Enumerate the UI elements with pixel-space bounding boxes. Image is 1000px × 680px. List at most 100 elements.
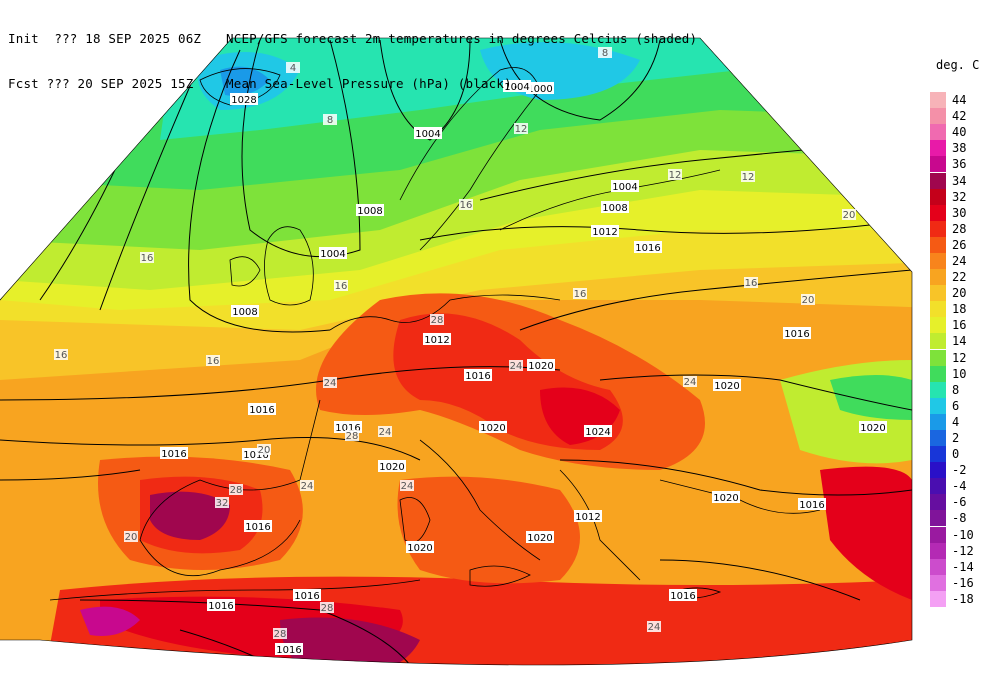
legend-item: 38 [930,140,990,157]
svg-text:24: 24 [301,481,314,492]
legend-item: 30 [930,204,990,221]
svg-text:16: 16 [335,281,348,292]
legend-label: 14 [952,334,967,349]
legend-item: 26 [930,236,990,253]
svg-text:8: 8 [327,115,333,126]
legend-item: 4 [930,413,990,430]
legend-item: -14 [930,558,990,575]
svg-text:1016: 1016 [245,522,270,533]
legend-swatch [930,172,946,189]
isobar-label: 1028 [230,93,258,106]
legend-swatch [930,542,946,559]
temperature-label: 16 [54,349,68,361]
svg-text:1012: 1012 [592,227,617,238]
map-frame [0,37,913,666]
temperature-label: 20 [842,209,856,221]
legend-label: -18 [952,591,974,606]
temperature-label: 32 [215,497,229,509]
init-time: Init ??? 18 SEP 2025 06Z [8,31,202,46]
temperature-label: 20 [257,444,271,456]
temperature-label: 16 [206,355,220,367]
temperature-label: 8 [323,114,337,126]
svg-text:1008: 1008 [357,206,382,217]
temperature-label: 16 [573,288,587,300]
legend-swatch [930,252,946,269]
isobar-label: 1016 [275,643,303,656]
isobar-label: 1004 [319,247,347,260]
legend-item: -18 [930,590,990,607]
svg-text:24: 24 [379,427,392,438]
svg-text:1016: 1016 [799,500,824,511]
svg-text:28: 28 [321,603,334,614]
legend-label: 18 [952,302,967,317]
temperature-label: 24 [300,480,314,492]
legend-label: 10 [952,366,967,381]
isobar-label: 1020 [713,379,741,392]
isobar-label: 1020 [527,359,555,372]
legend-label: -4 [952,479,967,494]
svg-text:1016: 1016 [276,645,301,656]
legend-label: 26 [952,237,967,252]
svg-text:24: 24 [510,361,523,372]
temperature-label: 28 [320,602,334,614]
isobar-label: 1016 [248,403,276,416]
legend-item: 14 [930,333,990,350]
svg-text:1016: 1016 [208,601,233,612]
svg-text:12: 12 [669,170,682,181]
temperature-label: 24 [683,376,697,388]
isobar-label: 1016 [669,589,697,602]
legend-swatch [930,333,946,350]
svg-text:1008: 1008 [232,307,257,318]
isobar-label: 1016 [207,599,235,612]
legend-swatch [930,381,946,398]
temperature-label: 20 [801,294,815,306]
legend-item: 22 [930,269,990,286]
legend-label: 36 [952,157,967,172]
isobar-label: 1012 [574,510,602,523]
legend-label: 32 [952,189,967,204]
legend-swatch [930,301,946,318]
svg-text:32: 32 [216,498,229,509]
svg-text:1016: 1016 [635,243,660,254]
svg-text:1020: 1020 [407,543,432,554]
svg-text:1008: 1008 [602,203,627,214]
svg-text:1016: 1016 [294,591,319,602]
legend-label: -10 [952,527,974,542]
svg-text:28: 28 [230,485,243,496]
legend-item: 0 [930,446,990,463]
svg-text:1004: 1004 [320,249,345,260]
isobar-label: 1024 [584,425,612,438]
legend-swatch [930,204,946,221]
isobar-label: 1004 [611,180,639,193]
legend-item: 18 [930,301,990,318]
legend-label: 22 [952,270,967,285]
isobar-label: 1020 [712,491,740,504]
svg-text:1028: 1028 [231,95,256,106]
legend-label: -2 [952,463,967,478]
legend-swatch [930,188,946,205]
svg-text:1016: 1016 [243,450,268,461]
svg-text:20: 20 [802,295,815,306]
legend-swatch [930,446,946,463]
svg-text:24: 24 [401,481,414,492]
legend-label: 2 [952,431,960,446]
legend-label: -8 [952,511,967,526]
svg-text:16: 16 [207,356,220,367]
temperature-label: 24 [400,480,414,492]
isobar-label: 1016 [160,447,188,460]
isobar-label: 1020 [479,421,507,434]
legend-item: 20 [930,285,990,302]
svg-text:8: 8 [602,48,608,59]
legend-swatch [930,124,946,141]
legend-item: 42 [930,108,990,125]
legend-label: 12 [952,350,967,365]
legend-swatch [930,590,946,607]
legend-swatch [930,317,946,334]
legend-item: 36 [930,156,990,173]
legend-swatch [930,140,946,157]
isobar-label: 1000 [526,82,554,95]
svg-text:24: 24 [648,622,661,633]
legend-label: 0 [952,447,960,462]
isobar-label: 1016 [244,520,272,533]
